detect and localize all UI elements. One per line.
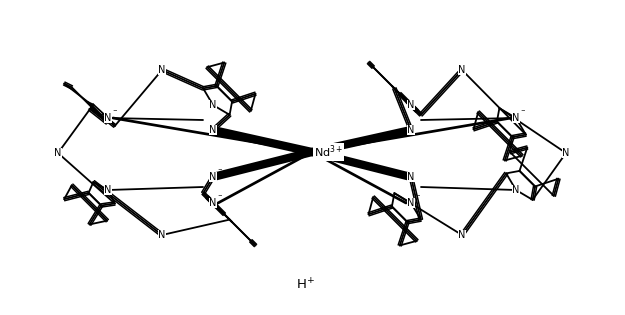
- Text: N: N: [209, 125, 217, 135]
- Text: N: N: [562, 148, 570, 158]
- Text: $^{-}$: $^{-}$: [112, 107, 118, 116]
- Text: N: N: [408, 125, 415, 135]
- Text: N: N: [104, 185, 112, 195]
- Text: N: N: [209, 100, 217, 110]
- Text: N: N: [512, 185, 520, 195]
- Text: N: N: [458, 230, 466, 240]
- Text: N: N: [104, 113, 112, 123]
- Text: N: N: [209, 172, 217, 182]
- Text: N: N: [408, 100, 415, 110]
- Text: $^{-}$: $^{-}$: [520, 107, 526, 116]
- Text: N: N: [458, 65, 466, 75]
- Text: N: N: [408, 172, 415, 182]
- Text: N: N: [54, 148, 62, 158]
- Text: H$^{+}$: H$^{+}$: [296, 277, 314, 293]
- Text: N: N: [209, 198, 217, 208]
- Text: N: N: [512, 113, 520, 123]
- Text: N: N: [158, 65, 166, 75]
- Text: $^{-}$: $^{-}$: [217, 192, 223, 201]
- Text: N: N: [158, 230, 166, 240]
- Text: N: N: [408, 198, 415, 208]
- Text: $^{-}$: $^{-}$: [415, 192, 421, 201]
- Text: Nd$^{3+}$: Nd$^{3+}$: [314, 144, 344, 160]
- Text: $^{-}$: $^{-}$: [217, 166, 223, 175]
